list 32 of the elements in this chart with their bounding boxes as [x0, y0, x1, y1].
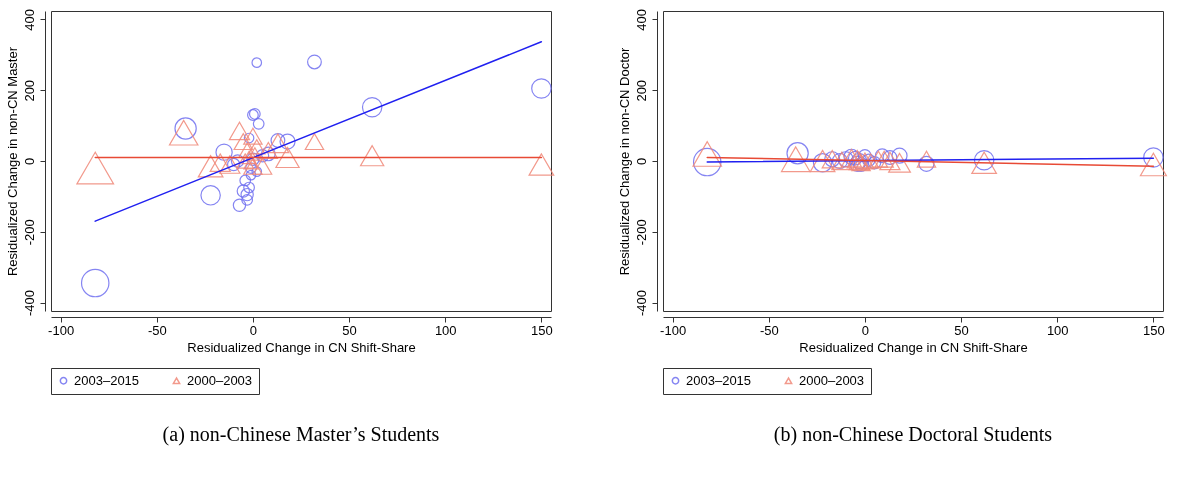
x-tick-label: -50 — [759, 322, 779, 338]
x-tick-label: 0 — [249, 322, 258, 338]
x-tick-label: 150 — [1143, 322, 1165, 338]
text: (b) non-Chinese Doctoral Students — [773, 422, 1053, 446]
y-tick-label: 0 — [633, 157, 649, 166]
x-axis-title: Residualized Change in CN Shift-Share — [187, 339, 416, 355]
x-tick-label: 0 — [861, 322, 870, 338]
legend-label: 2003–2015 — [74, 372, 140, 388]
y-tick-label: 400 — [21, 9, 37, 31]
y-tick-label: 400 — [633, 9, 649, 31]
x-tick-label: 150 — [531, 322, 553, 338]
legend-label: 2003–2015 — [686, 372, 752, 388]
y-tick-label: 200 — [633, 79, 649, 102]
y-tick-label: -400 — [21, 289, 37, 317]
y-tick-label: 200 — [21, 79, 37, 102]
x-tick-label: -100 — [660, 322, 687, 338]
x-tick-label: 50 — [954, 322, 969, 338]
x-tick-label: -50 — [147, 322, 167, 338]
legend-label: 2000–2003 — [187, 372, 253, 388]
x-tick-label: -100 — [48, 322, 75, 338]
x-tick-label: 100 — [1046, 322, 1069, 338]
legend-label: 2000–2003 — [799, 372, 865, 388]
x-axis-title: Residualized Change in CN Shift-Share — [799, 339, 1028, 355]
y-tick-label: -400 — [633, 289, 649, 317]
x-tick-label: 50 — [342, 322, 357, 338]
y-tick-label: -200 — [633, 219, 649, 246]
x-tick-label: 100 — [434, 322, 457, 338]
y-tick-label: 0 — [21, 157, 37, 166]
y-axis-title: Residualized Change in non-CN Doctor — [616, 47, 632, 276]
y-tick-label: -200 — [21, 219, 37, 246]
y-axis-title: Residualized Change in non-CN Master — [4, 46, 20, 277]
text: (a) non-Chinese Master’s Students — [162, 422, 440, 446]
